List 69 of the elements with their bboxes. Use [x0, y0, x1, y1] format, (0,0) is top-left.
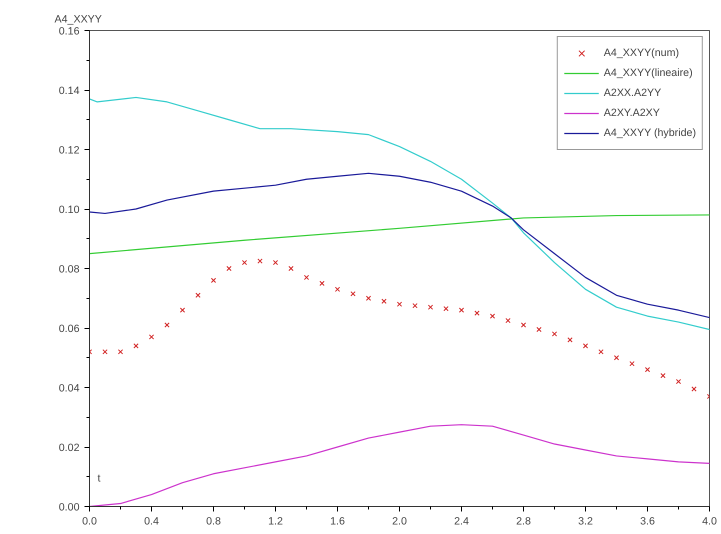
point	[582, 343, 588, 348]
y-tick-label: 0.14	[58, 85, 80, 97]
point	[691, 386, 697, 392]
legend-label: A4_XXYY (hybride)	[604, 127, 696, 139]
point	[257, 258, 263, 264]
x-tick-label: 2.4	[454, 516, 469, 528]
legend-label: A2XX.A2YY	[604, 87, 662, 99]
x-tick-label: 1.2	[268, 516, 283, 528]
point	[118, 349, 124, 354]
line-series	[90, 96, 710, 330]
point	[520, 322, 526, 328]
x-axis-title: t	[98, 472, 100, 484]
x-tick-label: 0.0	[82, 516, 97, 528]
point	[396, 302, 402, 307]
line-series	[90, 214, 710, 254]
point	[288, 266, 294, 272]
y-tick-label: 0.10	[58, 204, 80, 216]
point	[458, 308, 464, 313]
x-tick-label: 3.6	[640, 516, 655, 528]
point	[567, 337, 573, 343]
x-tick-label: 2.8	[516, 516, 531, 528]
point	[242, 260, 248, 266]
legend-label: A4_XXYY(num)	[604, 47, 679, 59]
point	[644, 367, 650, 372]
point	[660, 372, 666, 378]
y-tick-label: 0.00	[58, 502, 80, 514]
x-tick-label: 3.2	[578, 516, 593, 528]
y-tick-label: 0.06	[58, 323, 80, 335]
point	[490, 313, 496, 319]
point	[614, 355, 620, 360]
legend-label: A4_XXYY(lineaire)	[604, 67, 693, 79]
point	[428, 304, 434, 310]
point	[319, 280, 325, 286]
point	[505, 318, 511, 324]
x-tick-label: 4.0	[702, 516, 717, 528]
y-tick-label: 0.08	[58, 264, 80, 276]
point	[164, 322, 170, 328]
point	[226, 266, 232, 272]
point	[676, 378, 682, 384]
point	[381, 298, 387, 304]
point	[304, 274, 310, 280]
y-tick-label: 0.04	[58, 382, 80, 394]
point	[474, 310, 480, 316]
point	[443, 306, 449, 312]
y-tick-label: 0.02	[58, 442, 80, 454]
point	[552, 331, 558, 337]
x-tick-label: 0.4	[144, 516, 159, 528]
y-tick-label: 0.16	[58, 26, 80, 38]
point	[272, 260, 278, 266]
y-axis-title: A4_XXYY	[54, 14, 102, 26]
point	[350, 291, 356, 296]
point	[102, 349, 108, 354]
point	[210, 278, 216, 284]
y-tick-label: 0.12	[58, 144, 80, 156]
x-tick-label: 2.0	[392, 516, 407, 528]
point	[536, 326, 542, 332]
point	[180, 308, 186, 313]
point	[412, 303, 418, 308]
point	[629, 361, 635, 366]
point	[195, 292, 201, 298]
point	[148, 334, 154, 340]
x-tick-label: 0.8	[206, 516, 221, 528]
x-tick-label: 1.6	[330, 516, 345, 528]
point	[598, 349, 604, 354]
point	[133, 343, 139, 348]
point	[334, 286, 340, 292]
point	[366, 296, 372, 301]
line-series	[90, 172, 710, 318]
legend-label: A2XY.A2XY	[604, 107, 660, 119]
